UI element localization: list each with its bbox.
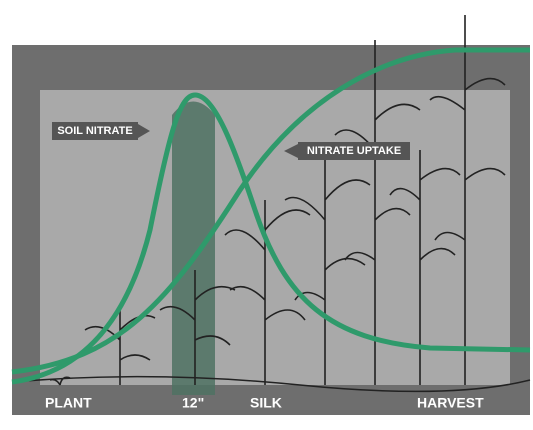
soil-nitrate-label: SOIL NITRATE [52,122,150,140]
stage-label: HARVEST [417,395,484,411]
page: SOIL NITRATE NITRATE UPTAKE PLANT 12" SI… [0,0,533,430]
diagram: SOIL NITRATE NITRATE UPTAKE PLANT 12" SI… [0,0,533,430]
label-text: NITRATE UPTAKE [307,145,401,157]
nitrate-uptake-label: NITRATE UPTAKE [284,142,410,160]
stage-label: SILK [250,395,282,411]
stage-label: PLANT [45,395,92,411]
depth-column [172,102,215,396]
label-text: SOIL NITRATE [57,125,132,137]
stage-label: 12" [182,395,204,411]
